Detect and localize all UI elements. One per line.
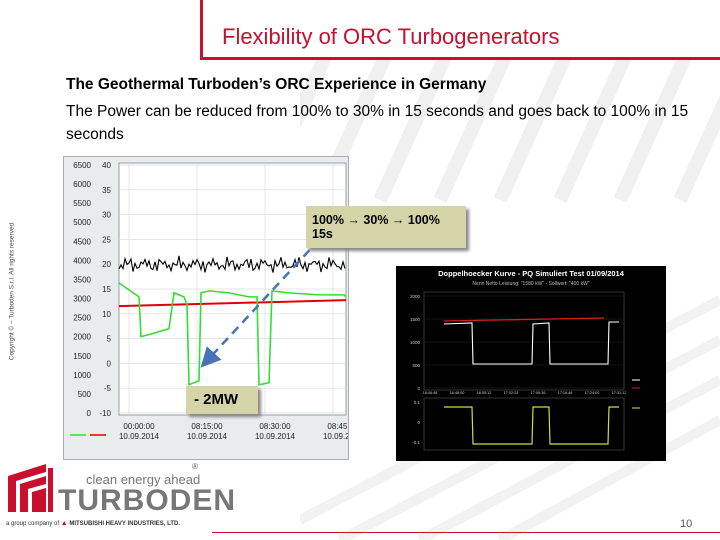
pq-top-tick: 1000 <box>410 340 421 345</box>
slide-body-text: The Power can be reduced from 100% to 30… <box>66 103 689 143</box>
mitsubishi-icon: ▲ <box>60 520 68 527</box>
x-tick-time: 08:30:00 <box>259 422 291 431</box>
left-axis-tick: 3500 <box>73 275 91 284</box>
left-axis-tick: 5500 <box>73 199 91 208</box>
pq-bottom-tick: -0.1 <box>412 440 420 445</box>
series-black-line <box>118 255 346 273</box>
series-green-line <box>118 282 347 386</box>
pq-top-panel <box>423 291 625 391</box>
turboden-logo: clean energy ahead ® TURBODEN a group co… <box>6 462 235 530</box>
left-axis-tick: 6000 <box>73 180 91 189</box>
x-tick-time: 00:00:00 <box>123 422 155 431</box>
right-axis-tick: 5 <box>107 335 112 344</box>
right-axis-tick: 20 <box>102 260 111 269</box>
pq-chart-subtitle: Nenn Netto Leistung: "1580 kW" - Sollwer… <box>472 281 589 287</box>
x-tick-date: 10.09.2014 <box>323 432 348 441</box>
left-axis-tick: 1500 <box>73 352 91 361</box>
series-red-line <box>118 299 347 308</box>
left-axis-tick: 500 <box>78 390 92 399</box>
right-axis-tick: 10 <box>102 310 111 319</box>
pq-test-chart-svg: Doppelhoecker Kurve - PQ Simuliert Test … <box>410 269 640 451</box>
transition-callout: 100% → 30% → 100% 15s <box>306 206 466 248</box>
copyright-notice: Copyright © – Turboden S.r.l. All rights… <box>2 208 20 384</box>
pq-x-tick: 17:09:36 <box>531 391 546 395</box>
turboden-logo-mark <box>8 464 53 512</box>
pq-bottom-panel <box>423 397 625 451</box>
copyright-text: Copyright © – Turboden S.r.l. All rights… <box>8 222 16 361</box>
left-axis-tick: 3000 <box>73 295 91 304</box>
pq-x-tick: 17:16:48 <box>558 391 573 395</box>
left-axis-tick: 6500 <box>73 161 91 170</box>
left-axis-tick: 4000 <box>73 256 91 265</box>
pq-x-tick: 17:31:12 <box>612 391 627 395</box>
left-axis-tick: 2500 <box>73 314 91 323</box>
x-tick-time: 08:45:00 <box>327 422 348 431</box>
callout-line-2: 15s <box>312 227 333 241</box>
right-axis-tick: 35 <box>102 186 111 195</box>
right-axis-tick: -10 <box>99 409 111 418</box>
left-axis-tick: 2000 <box>73 333 91 342</box>
pq-bottom-tick: 0 <box>417 420 420 425</box>
callout-line-1: 100% → 30% → 100% <box>312 213 440 227</box>
pq-test-chart: Doppelhoecker Kurve - PQ Simuliert Test … <box>396 266 666 461</box>
power-drop-label: - 2MW <box>186 386 258 414</box>
right-axis-tick: -5 <box>104 384 112 393</box>
footer-line <box>212 532 720 533</box>
pq-x-tick: 17:24:00 <box>585 391 600 395</box>
logo-brand: TURBODEN <box>58 484 236 517</box>
left-axis-tick: 4500 <box>73 237 91 246</box>
logo-registered: ® <box>192 462 198 471</box>
pq-x-tick: 16:48:00 <box>450 391 465 395</box>
title-frame <box>200 0 720 60</box>
right-axis-tick: 30 <box>102 211 111 220</box>
logo-group-line: a group company of <box>6 521 60 527</box>
pq-top-tick: 0 <box>417 386 420 391</box>
pq-x-tick: 16:46:48 <box>423 391 438 395</box>
dashed-arrow <box>200 227 331 368</box>
x-tick-date: 10.09.2014 <box>255 432 296 441</box>
pq-white-line <box>443 321 619 365</box>
pq-x-tick: 17:02:24 <box>504 391 519 395</box>
logo-parent: MITSUBISHI HEAVY INDUSTRIES, LTD. <box>69 521 181 527</box>
pq-red-line <box>443 317 605 322</box>
x-tick-date: 10.09.2014 <box>187 432 228 441</box>
pq-top-tick: 2000 <box>410 294 421 299</box>
left-axis-tick: 0 <box>87 409 92 418</box>
right-axis-tick: 15 <box>102 285 111 294</box>
slide-heading: The Geothermal Turboden’s ORC Experience… <box>66 76 487 93</box>
pq-x-tick: 16:55:12 <box>477 391 492 395</box>
pq-bottom-tick: 0.1 <box>414 400 421 405</box>
x-tick-time: 08:15:00 <box>191 422 223 431</box>
page-number: 10 <box>680 518 693 530</box>
left-axis-tick: 1000 <box>73 371 91 380</box>
slide-title: Flexibility of ORC Turbogenerators <box>222 24 560 49</box>
pq-top-tick: 500 <box>412 363 420 368</box>
pq-yellow-line <box>444 406 619 445</box>
pq-top-tick: 1500 <box>410 317 421 322</box>
right-axis-tick: 40 <box>102 161 111 170</box>
pq-chart-title: Doppelhoecker Kurve - PQ Simuliert Test … <box>438 269 625 278</box>
right-axis-tick: 0 <box>107 359 112 368</box>
left-axis-tick: 5000 <box>73 218 91 227</box>
x-tick-date: 10.09.2014 <box>119 432 160 441</box>
power-trend-chart-svg: 6500600055005000450040003500300025002000… <box>70 161 364 441</box>
right-axis-tick: 25 <box>102 235 111 244</box>
logo-tagline: clean energy ahead <box>86 472 201 487</box>
